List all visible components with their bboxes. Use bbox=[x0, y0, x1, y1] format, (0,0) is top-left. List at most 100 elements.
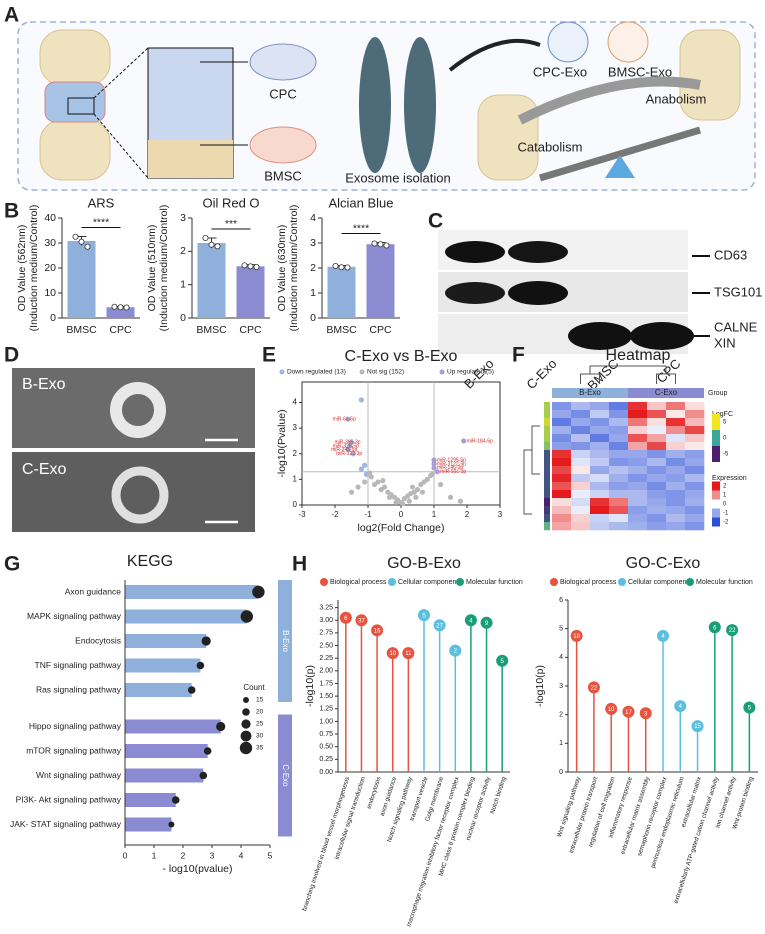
heatmap-cell bbox=[571, 522, 591, 531]
y-tick-label: 1.50 bbox=[319, 693, 333, 700]
point-label: miR-3122-5p bbox=[437, 461, 466, 467]
y-axis-label: (Induction medium/Control) bbox=[158, 205, 170, 332]
heatmap-cell bbox=[685, 410, 705, 419]
legend-label: 35 bbox=[256, 745, 264, 752]
heatmap-cell bbox=[647, 458, 667, 467]
data-point bbox=[358, 397, 364, 403]
y-tick-label: 1.00 bbox=[319, 718, 333, 725]
legend-marker bbox=[456, 578, 464, 586]
heatmap-cell bbox=[571, 466, 591, 475]
point-label: miR-6a-5p bbox=[333, 416, 357, 422]
bar bbox=[125, 744, 208, 758]
y-tick-label: 1.25 bbox=[319, 706, 333, 713]
legend-label: Biological process bbox=[330, 579, 387, 586]
heatmap-cell bbox=[628, 522, 648, 531]
count-label: 5 bbox=[422, 613, 426, 619]
bmsc-exo-icon bbox=[607, 21, 649, 63]
band-label: XIN bbox=[714, 335, 736, 350]
row-annotation bbox=[544, 410, 550, 419]
significance-label: **** bbox=[353, 222, 369, 234]
group-strip bbox=[278, 714, 292, 837]
heatmap-cell bbox=[628, 514, 648, 523]
heatmap-cell bbox=[609, 418, 629, 427]
heatmap-cell bbox=[628, 458, 648, 467]
heatmap-cell bbox=[609, 458, 629, 467]
dot bbox=[171, 796, 180, 804]
heatmap-cell bbox=[590, 434, 610, 443]
significance-label: *** bbox=[225, 218, 237, 230]
legend-label: Up regulated (5) bbox=[447, 369, 494, 376]
data-point bbox=[358, 466, 364, 472]
heatmap-cell bbox=[571, 426, 591, 435]
heatmap-cell bbox=[571, 442, 591, 451]
legend-label: Molecular function bbox=[466, 579, 523, 586]
data-point bbox=[413, 494, 419, 500]
data-point bbox=[431, 457, 437, 463]
exosome-column bbox=[404, 37, 436, 173]
row-annotation bbox=[544, 498, 550, 507]
heatmap-cell bbox=[552, 450, 572, 459]
x-tick-label: CPC bbox=[239, 324, 262, 336]
heatmap-cell bbox=[685, 506, 705, 515]
heatmap-cell bbox=[666, 410, 686, 419]
y-tick-label: 0.50 bbox=[319, 744, 333, 751]
data-point bbox=[362, 462, 368, 468]
heatmap-cell bbox=[552, 490, 572, 499]
heatmap-cell bbox=[552, 426, 572, 435]
group-title: Group bbox=[708, 390, 728, 397]
data-point bbox=[393, 499, 399, 506]
heatmap-cell bbox=[571, 490, 591, 499]
panel-label: G bbox=[4, 553, 20, 576]
heatmap-cell bbox=[666, 482, 686, 491]
chart-title: ARS bbox=[88, 195, 115, 210]
zoom-box bbox=[67, 97, 95, 115]
y-tick-label: 0 bbox=[559, 769, 563, 776]
heatmap-cell bbox=[590, 442, 610, 451]
stem-head bbox=[657, 629, 669, 642]
count-label: 10 bbox=[389, 651, 396, 657]
bar bbox=[125, 609, 247, 624]
y-tick-label: 4 bbox=[559, 654, 563, 661]
heatmap-cell bbox=[628, 426, 648, 435]
heatmap-cell bbox=[590, 522, 610, 531]
stem-head bbox=[480, 616, 493, 629]
heatmap-cell bbox=[647, 418, 667, 427]
heatmap-cell bbox=[590, 506, 610, 515]
category-label: Hippo signaling pathway bbox=[29, 721, 122, 731]
tissue-bone bbox=[148, 140, 233, 178]
arrow bbox=[517, 76, 701, 125]
count-label: 4 bbox=[679, 704, 683, 710]
y-tick-label: 2.00 bbox=[319, 668, 333, 675]
x-tick-label: 2 bbox=[181, 850, 186, 860]
y-tick-label: 3 bbox=[559, 683, 563, 690]
data-point bbox=[214, 243, 221, 250]
data-point bbox=[84, 243, 91, 250]
data-point bbox=[383, 242, 390, 249]
stem-head bbox=[639, 707, 652, 720]
x-tick-label: 4 bbox=[239, 850, 244, 860]
seesaw bbox=[538, 126, 702, 182]
dot bbox=[201, 636, 211, 646]
legend-marker bbox=[388, 578, 396, 586]
dot bbox=[203, 747, 212, 755]
panel-a: CPC BMSC Exosome isolation CPC-Exo BMSC-… bbox=[17, 21, 756, 191]
heatmap-cell bbox=[647, 442, 667, 451]
y-tick-label: 4 bbox=[293, 398, 298, 407]
dot bbox=[196, 661, 205, 670]
data-point bbox=[419, 489, 426, 495]
band bbox=[508, 241, 568, 263]
category-label: mTOR signaling pathway bbox=[26, 745, 122, 755]
chart-title: Alcian Blue bbox=[328, 195, 393, 210]
y-tick-label: 3 bbox=[310, 237, 316, 249]
bar bbox=[125, 817, 172, 832]
row-annotation bbox=[544, 514, 550, 523]
y-tick-label: 1.75 bbox=[319, 680, 333, 687]
legend-marker bbox=[279, 369, 285, 375]
y-axis-label: (Induction medium/Control) bbox=[288, 205, 300, 332]
y-axis-label: OD Value (510nm) bbox=[146, 225, 158, 312]
stem-head bbox=[433, 619, 446, 632]
legend-swatch bbox=[712, 430, 720, 446]
row-annotation bbox=[544, 466, 550, 475]
legend-title: LogFC bbox=[712, 411, 733, 418]
heatmap-cell bbox=[609, 522, 629, 531]
